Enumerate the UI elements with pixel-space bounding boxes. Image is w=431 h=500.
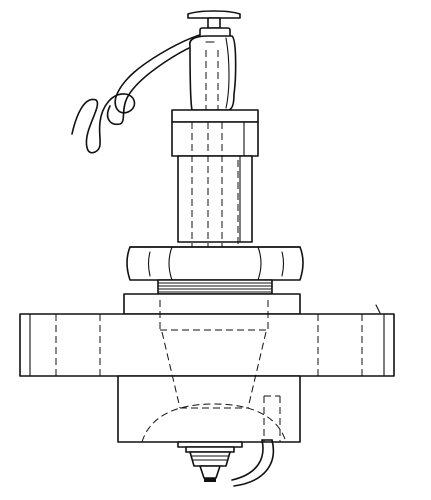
lower-housing xyxy=(117,331,301,443)
flange xyxy=(19,293,395,377)
spindle-barrel xyxy=(177,122,253,400)
nozzle-tip xyxy=(177,441,243,482)
valve-handle xyxy=(187,10,241,39)
valve-stem xyxy=(188,35,237,111)
thread xyxy=(157,279,273,295)
upper-collar xyxy=(171,109,259,157)
wire-coil xyxy=(71,30,218,154)
hex-nut xyxy=(126,246,304,281)
curved-drip-pipe xyxy=(231,439,275,487)
